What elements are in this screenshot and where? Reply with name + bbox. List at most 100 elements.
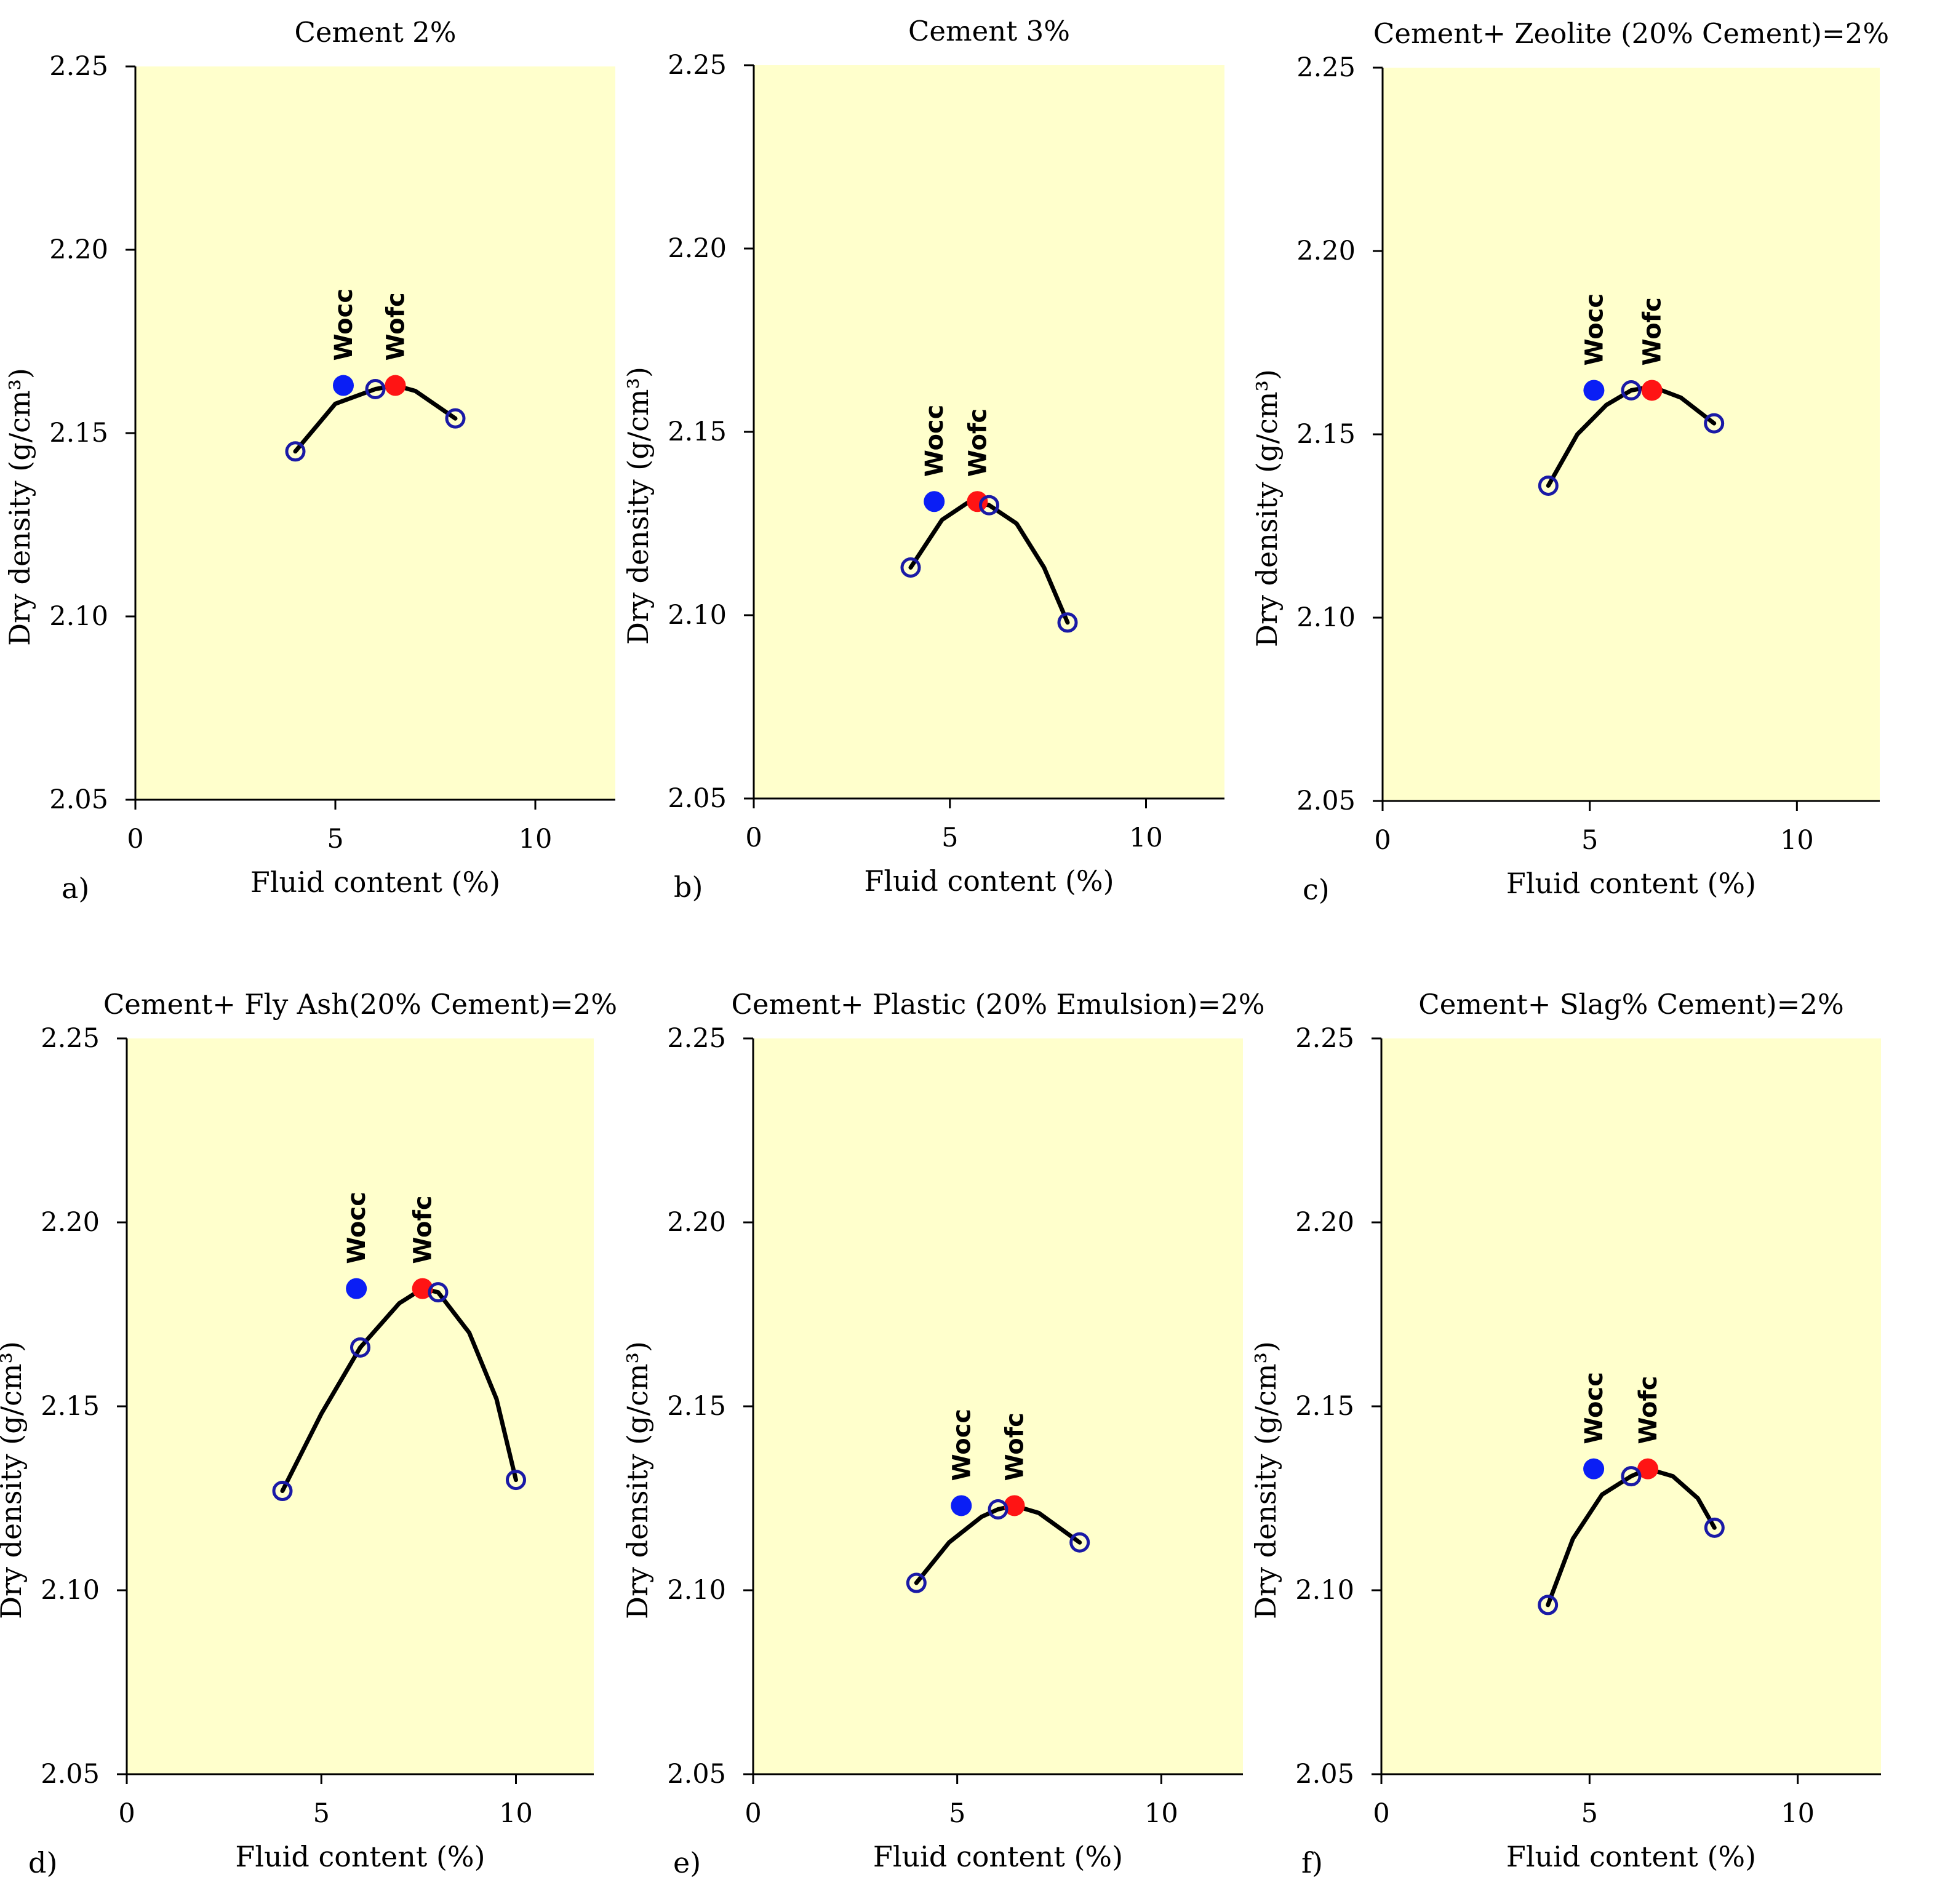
observed-point xyxy=(900,557,921,578)
observed-point xyxy=(1704,1517,1725,1538)
x-tick-label: 0 xyxy=(745,1798,761,1829)
fitted-curve xyxy=(1546,384,1717,488)
wofc-annotation: Wofc xyxy=(964,408,992,477)
wofc-point xyxy=(1637,1458,1659,1480)
chart-title: Cement+ Zeolite (20% Cement)=2% xyxy=(1373,17,1889,50)
wofc-annotation: Wofc xyxy=(1639,297,1667,365)
plot-area xyxy=(753,1038,1243,1774)
y-tick-label: 2.20 xyxy=(668,233,727,264)
observed-point xyxy=(979,495,999,516)
y-tick-label: 2.25 xyxy=(1295,1023,1354,1054)
y-tick-label: 2.20 xyxy=(1295,1207,1354,1238)
y-tick-label: 2.10 xyxy=(1295,1575,1354,1606)
panel-label: b) xyxy=(674,870,703,904)
wofc-annotation: Wofc xyxy=(382,292,410,360)
observed-point xyxy=(285,441,306,462)
observed-point xyxy=(1057,612,1078,633)
observed-point xyxy=(365,378,386,399)
panel-label: c) xyxy=(1303,873,1330,906)
y-axis-label: Dry density (g/cm³) xyxy=(1249,1341,1282,1619)
y-tick-label: 2.15 xyxy=(667,1391,726,1422)
y-axis-label: Dry density (g/cm³) xyxy=(621,1341,654,1619)
plot-area xyxy=(127,1038,594,1774)
x-tick-label: 0 xyxy=(1373,1798,1389,1829)
wofc-annotation: Wofc xyxy=(409,1195,437,1264)
y-tick-label: 2.10 xyxy=(1296,602,1356,633)
wocc-annotation: Wocc xyxy=(1580,1372,1608,1444)
y-tick-label: 2.25 xyxy=(1296,52,1356,83)
y-tick-label: 2.10 xyxy=(668,600,727,631)
chart-panel-3: 2.05 2.10 2.15 2.20 2.25 0 5 10 Cement+ Zeolite … xyxy=(1250,17,1889,906)
wocc-annotation: Wocc xyxy=(1580,293,1608,366)
x-tick-label: 10 xyxy=(1780,825,1814,856)
y-tick-label: 2.10 xyxy=(41,1575,100,1606)
x-tick-label: 10 xyxy=(519,824,553,854)
y-tick-label: 2.10 xyxy=(49,601,108,632)
chart-panel-6: 2.05 2.10 2.15 2.20 2.25 0 5 10 Cement+ Slag% Ce… xyxy=(1249,988,1881,1879)
x-tick-label: 0 xyxy=(118,1798,135,1829)
x-tick-label: 5 xyxy=(941,823,958,853)
x-tick-label: 5 xyxy=(949,1798,965,1829)
chart-title: Cement+ Slag% Cement)=2% xyxy=(1418,988,1843,1021)
x-axis-label: Fluid content (%) xyxy=(864,864,1114,898)
chart-title: Cement+ Fly Ash(20% Cement)=2% xyxy=(103,988,617,1021)
y-axis-label: Dry density (g/cm³) xyxy=(0,1341,28,1619)
chart-panel-1: 2.05 2.10 2.15 2.20 2.25 0 5 10 Cement 2% Fluid c… xyxy=(3,16,615,905)
x-tick-label: 10 xyxy=(1129,823,1163,853)
observed-point xyxy=(506,1470,526,1491)
x-tick-label: 0 xyxy=(1374,825,1391,856)
observed-point xyxy=(1069,1532,1090,1553)
x-tick-label: 0 xyxy=(127,824,143,854)
wocc-point xyxy=(951,1495,972,1516)
y-tick-label: 2.05 xyxy=(1295,1759,1354,1790)
observed-point xyxy=(1704,413,1725,434)
y-axis-label: Dry density (g/cm³) xyxy=(1250,369,1284,647)
wocc-annotation: Wocc xyxy=(948,1409,976,1481)
y-tick-label: 2.15 xyxy=(1295,1391,1354,1422)
observed-point xyxy=(272,1481,293,1502)
y-tick-label: 2.25 xyxy=(668,50,727,81)
y-tick-label: 2.05 xyxy=(49,784,108,815)
y-tick-label: 2.05 xyxy=(1296,786,1356,816)
x-axis-label: Fluid content (%) xyxy=(250,866,500,899)
fitted-curve xyxy=(908,499,1070,625)
chart-title: Cement 3% xyxy=(908,15,1070,47)
chart-panel-2: 2.05 2.10 2.15 2.20 2.25 0 5 10 Cement 3% Fluid c… xyxy=(621,15,1224,904)
x-axis-label: Fluid content (%) xyxy=(235,1840,485,1873)
observed-point xyxy=(988,1499,1008,1520)
wofc-annotation: Wofc xyxy=(1001,1412,1029,1481)
x-tick-label: 5 xyxy=(313,1798,330,1829)
x-tick-label: 10 xyxy=(499,1798,533,1829)
y-tick-label: 2.15 xyxy=(1296,419,1356,450)
wocc-annotation: Wocc xyxy=(921,405,949,477)
chart-title: Cement 2% xyxy=(294,16,456,49)
x-tick-label: 5 xyxy=(1581,1798,1598,1829)
plot-area xyxy=(135,66,615,800)
y-tick-label: 2.15 xyxy=(668,416,727,447)
y-tick-label: 2.25 xyxy=(667,1023,726,1054)
wocc-annotation: Wocc xyxy=(330,289,358,361)
y-tick-label: 2.15 xyxy=(49,418,108,448)
wocc-annotation: Wocc xyxy=(343,1192,371,1264)
wocc-point xyxy=(346,1278,367,1299)
panel-label: d) xyxy=(28,1846,57,1879)
x-axis-label: Fluid content (%) xyxy=(1506,867,1756,900)
y-axis-label: Dry density (g/cm³) xyxy=(621,367,655,645)
x-tick-label: 5 xyxy=(327,824,343,854)
x-axis-label: Fluid content (%) xyxy=(873,1840,1123,1873)
y-tick-label: 2.25 xyxy=(41,1023,100,1054)
observed-point xyxy=(906,1572,927,1593)
x-tick-label: 10 xyxy=(1781,1798,1815,1829)
y-tick-label: 2.20 xyxy=(667,1207,726,1238)
y-tick-label: 2.05 xyxy=(668,783,727,814)
fitted-curve xyxy=(914,1504,1082,1585)
observed-point xyxy=(1621,1466,1642,1487)
y-tick-label: 2.15 xyxy=(41,1391,100,1422)
chart-panel-4: 2.05 2.10 2.15 2.20 2.25 0 5 10 Cement+ Fly Ash(… xyxy=(0,988,617,1879)
wocc-point xyxy=(1583,380,1605,401)
x-tick-label: 5 xyxy=(1581,825,1598,856)
observed-point xyxy=(428,1282,449,1303)
y-axis-label: Dry density (g/cm³) xyxy=(3,368,36,646)
panel-label: e) xyxy=(673,1846,701,1879)
wofc-point xyxy=(1004,1495,1025,1516)
